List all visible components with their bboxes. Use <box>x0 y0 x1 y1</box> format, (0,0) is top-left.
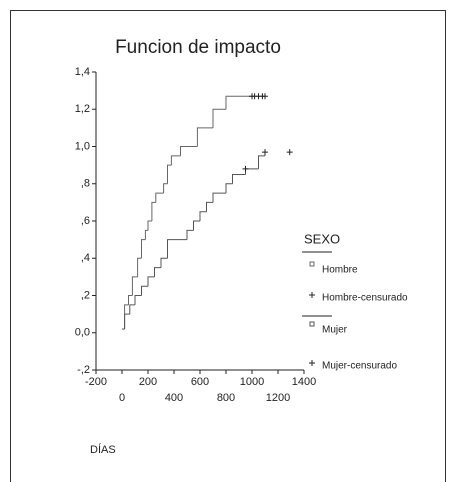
legend-symbol <box>309 292 315 298</box>
step-segment <box>180 146 198 156</box>
step-segment <box>141 239 146 259</box>
step-segment <box>134 295 142 305</box>
legend-symbol <box>309 360 315 366</box>
step-segment <box>160 257 168 268</box>
censored-marker <box>262 93 268 100</box>
x-tick-label: 1400 <box>292 376 316 388</box>
step-segment <box>167 164 172 184</box>
censored-marker <box>262 149 268 156</box>
legend-label: Mujer <box>322 325 348 336</box>
step-segment <box>225 183 233 194</box>
step-segment <box>141 285 148 296</box>
y-tick-label: ,2 <box>81 289 90 301</box>
y-tick-label: ,8 <box>81 178 90 190</box>
step-segment <box>155 192 164 203</box>
step-segment <box>258 155 265 169</box>
y-tick-label: 1,2 <box>75 103 90 115</box>
step-segment <box>151 201 156 221</box>
x-tick-label: 1200 <box>266 392 290 404</box>
x-axis-label: DÍAS <box>90 443 116 456</box>
step-segment <box>196 127 213 147</box>
x-tick-label: 400 <box>165 392 183 404</box>
step-segment <box>212 192 226 203</box>
legend-symbol <box>309 261 315 267</box>
x-tick-label: 800 <box>217 392 235 404</box>
y-tick-label: 1,4 <box>75 66 90 78</box>
legend-symbol <box>309 321 315 327</box>
y-tick-label: -,2 <box>77 364 90 376</box>
step-segment <box>232 173 246 184</box>
step-segment <box>206 201 213 212</box>
step-segment <box>144 229 148 240</box>
chart-title: Funcion de impacto <box>115 37 281 58</box>
step-segment <box>163 183 168 194</box>
step-segment <box>186 229 194 240</box>
step-segment <box>212 108 226 128</box>
step-segment <box>193 220 200 231</box>
step-segment <box>154 267 161 277</box>
censored-marker <box>242 165 249 172</box>
step-segment <box>124 313 130 330</box>
legend-label: Hombre <box>322 265 358 276</box>
legend-label: Mujer-censurado <box>322 361 397 372</box>
step-segment <box>245 168 259 175</box>
y-tick-label: ,6 <box>81 215 90 227</box>
x-tick-label: 1000 <box>240 376 264 388</box>
x-tick-label: -200 <box>85 376 107 388</box>
x-tick-label: 600 <box>191 376 209 388</box>
y-tick-label: 0,0 <box>75 327 90 339</box>
step-segment <box>129 304 135 315</box>
step-segment <box>147 220 152 231</box>
y-tick-label: ,4 <box>81 252 90 264</box>
step-segment <box>225 95 252 110</box>
x-tick-label: 200 <box>139 376 157 388</box>
x-tick-label: 0 <box>119 392 125 404</box>
frame <box>10 10 446 482</box>
censored-marker <box>286 149 293 156</box>
step-segment <box>170 155 181 166</box>
step-segment <box>124 304 129 330</box>
step-segment <box>137 257 142 277</box>
step-segment <box>131 276 138 296</box>
step-segment <box>167 239 187 259</box>
y-tick-label: 1,0 <box>75 140 90 152</box>
legend-label: Hombre-censurado <box>322 293 408 304</box>
legend-title: SEXO <box>304 231 340 246</box>
step-segment <box>199 211 207 221</box>
step-segment <box>147 276 155 287</box>
step-segment <box>128 295 133 305</box>
